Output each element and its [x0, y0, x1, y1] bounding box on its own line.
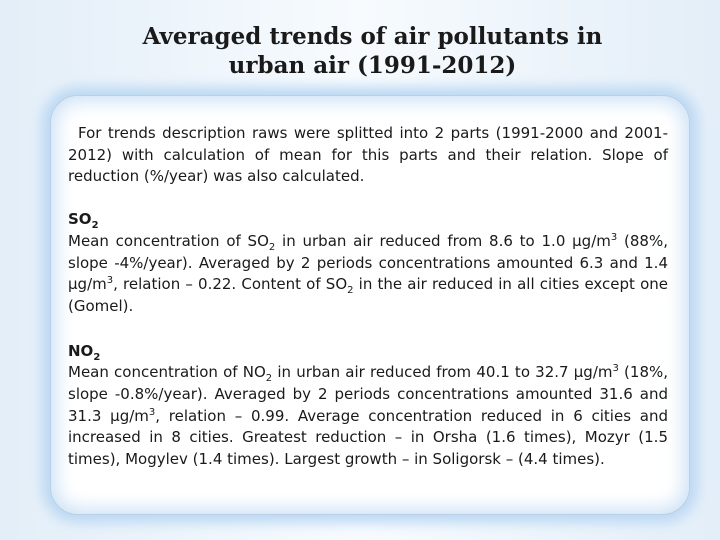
- no2-sup-2: 3: [148, 406, 156, 418]
- so2-text-3: (88%, slope -4%/year). Averaged by 2 per…: [68, 231, 668, 294]
- so2-sub-1: 2: [268, 241, 276, 253]
- no2-heading-sub: 2: [93, 351, 101, 363]
- so2-text-1: Mean concentration of SO: [68, 231, 269, 250]
- so2-text-5: in the air reduced in all cities except …: [68, 275, 668, 315]
- content-text: For trends description raws were splitte…: [68, 123, 668, 471]
- no2-text-3: (18%, slope -0.8%/year). Averaged by 2 p…: [68, 363, 669, 425]
- no2-heading: NO2: [68, 341, 668, 363]
- so2-heading-sub: 2: [91, 220, 99, 232]
- so2-paragraph: Mean concentration of SO2 in urban air r…: [68, 231, 668, 318]
- no2-text-2: in urban air reduced from 40.1 to 32.7 μ…: [272, 363, 613, 382]
- so2-sup-1: 3: [610, 231, 618, 243]
- no2-sub-1: 2: [265, 373, 273, 385]
- no2-paragraph: Mean concentration of NO2 in urban air r…: [68, 362, 668, 471]
- slide-title: Averaged trends of air pollutants in urb…: [0, 22, 720, 80]
- no2-text-1: Mean concentration of NO: [68, 363, 266, 382]
- so2-sub-2: 2: [347, 285, 354, 297]
- so2-text-4: , relation – 0.22. Content of SO: [113, 275, 348, 294]
- so2-sup-2: 3: [106, 275, 114, 287]
- title-line-1: Averaged trends of air pollutants in: [142, 23, 603, 50]
- no2-sup-1: 3: [612, 363, 619, 375]
- title-line-2: urban air (1991-2012): [228, 52, 517, 79]
- spacer: [68, 318, 668, 341]
- so2-heading-base: SO: [68, 210, 92, 229]
- content-panel: [50, 95, 690, 515]
- so2-heading: SO2: [68, 209, 668, 231]
- no2-text-4: , relation – 0.99. Average concentration…: [68, 406, 668, 469]
- so2-text-2: in urban air reduced from 8.6 to 1.0 μg/…: [275, 231, 611, 250]
- intro-paragraph: For trends description raws were splitte…: [68, 124, 668, 186]
- no2-heading-base: NO: [68, 341, 94, 360]
- spacer: [68, 188, 668, 209]
